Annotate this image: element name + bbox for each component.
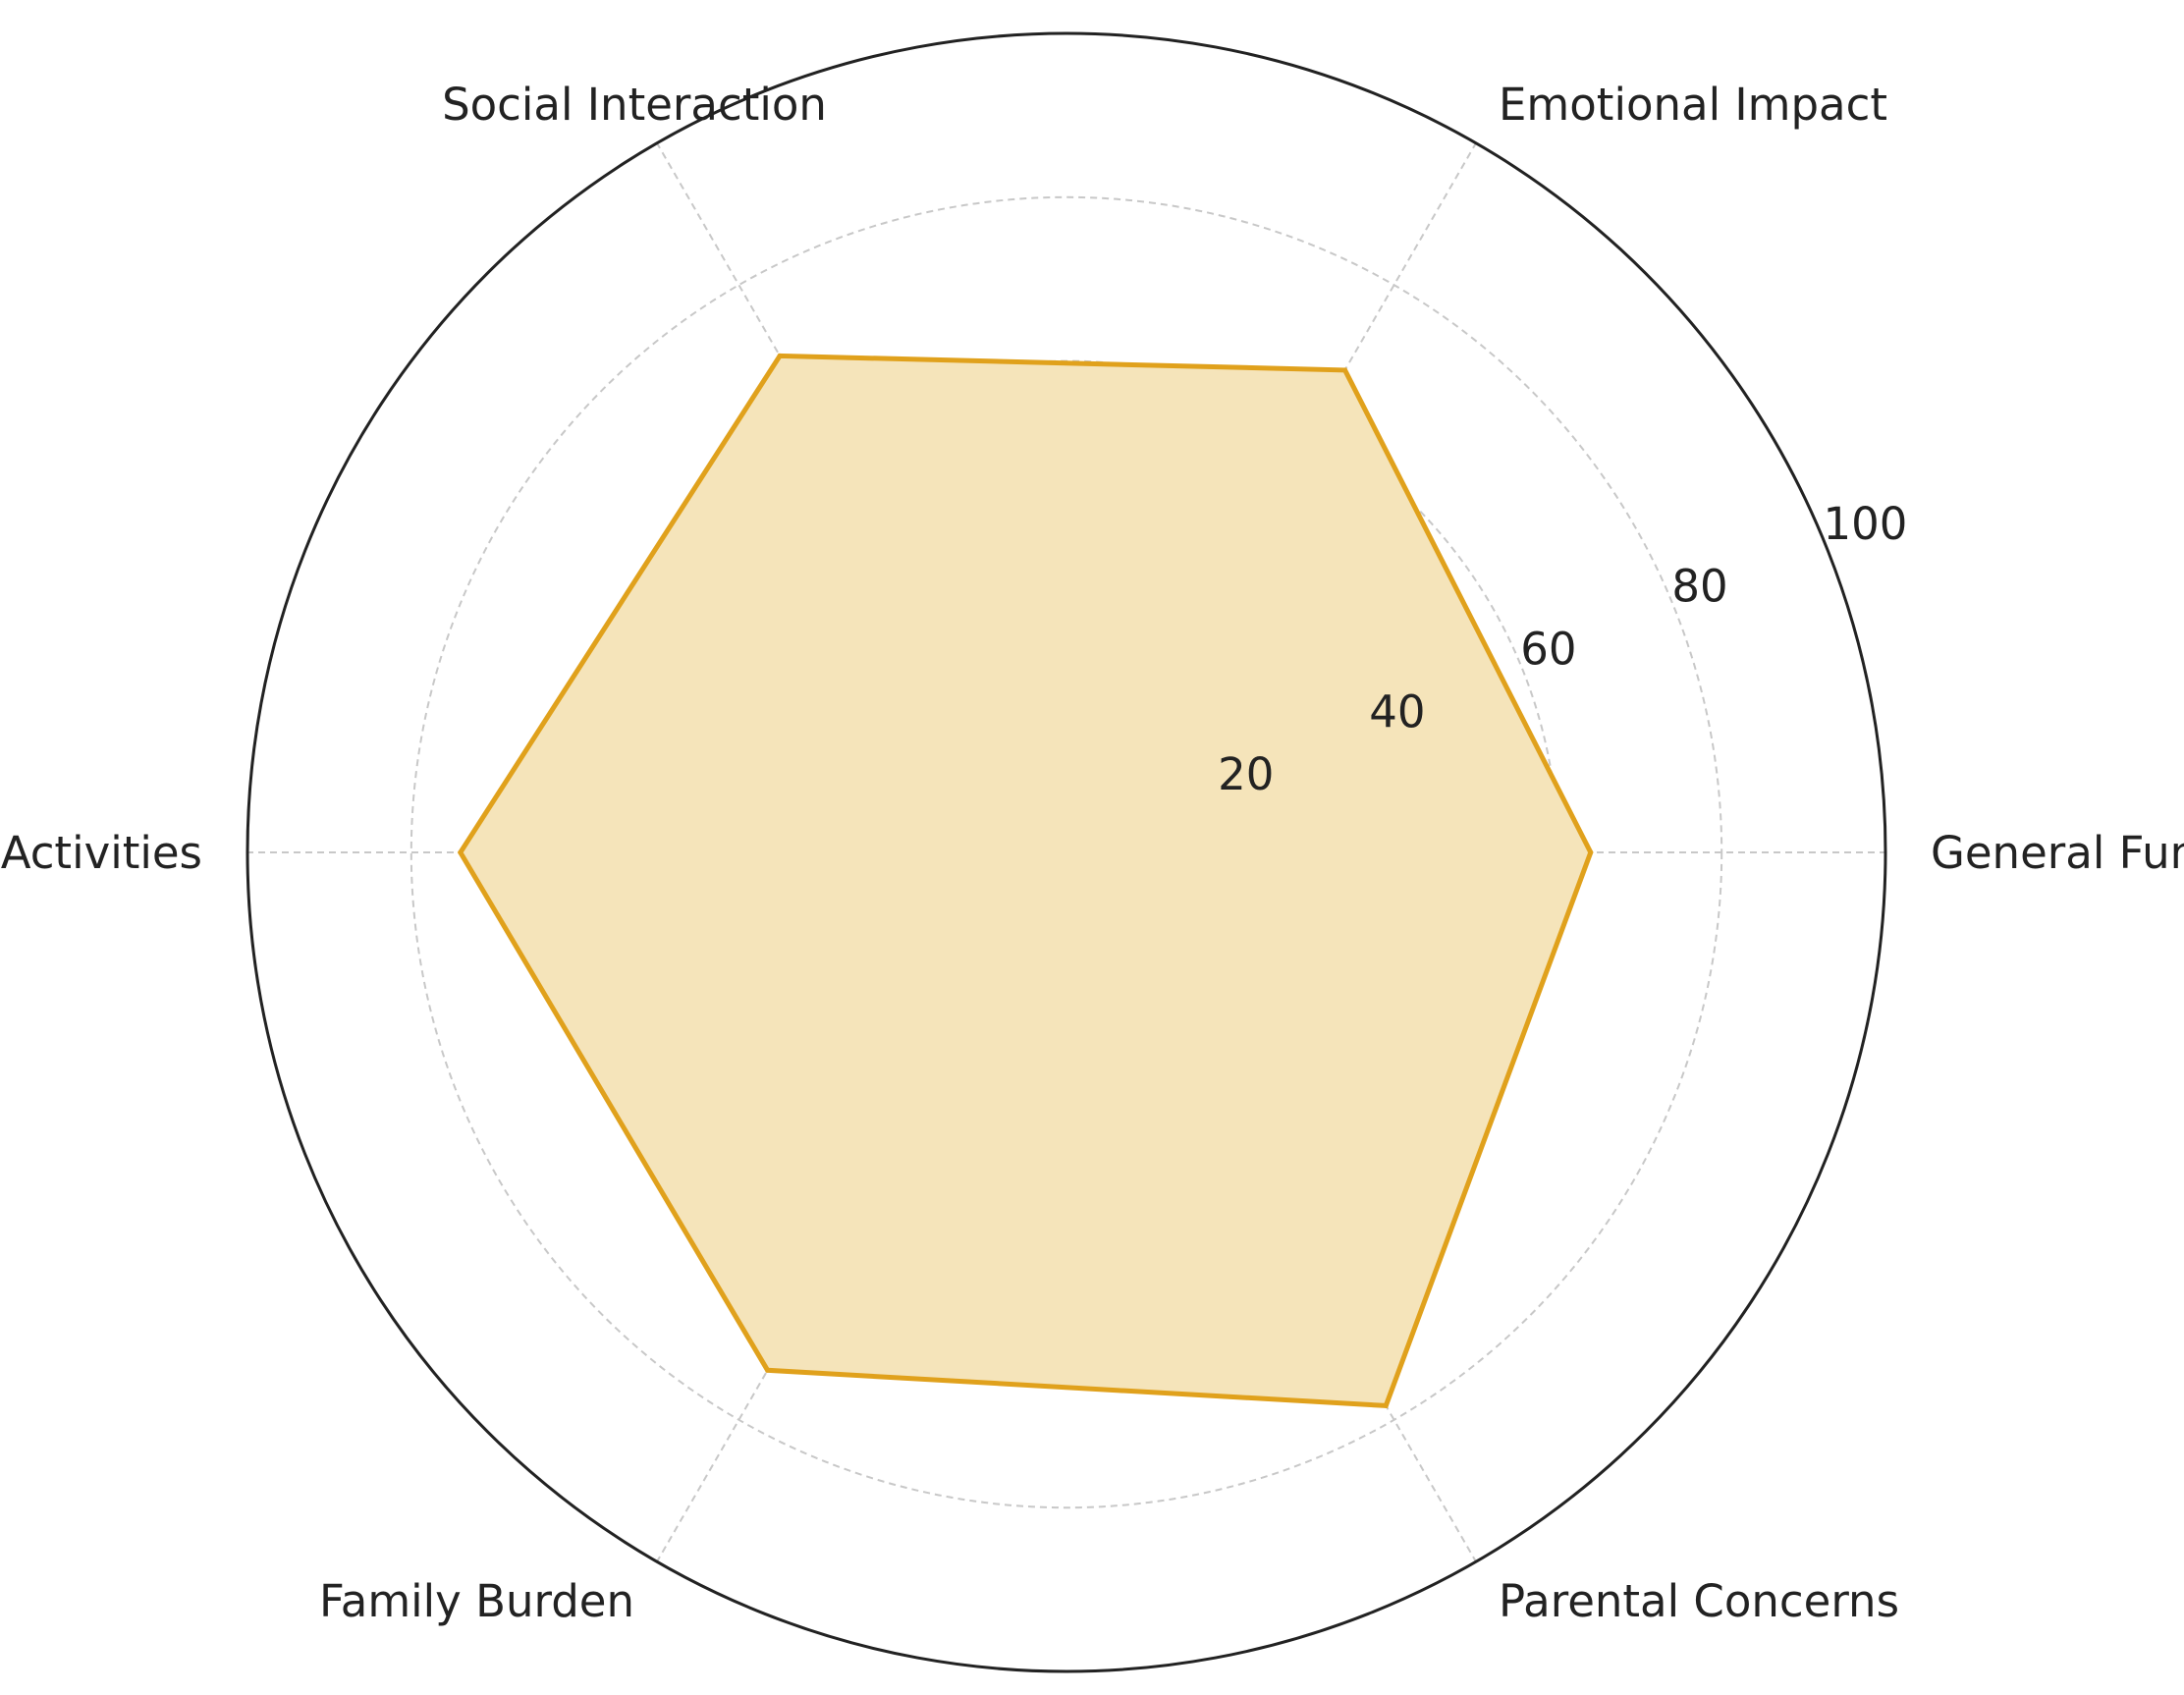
data-point-6: [1383, 1402, 1389, 1408]
axis-label-5: Family Burden: [319, 1575, 634, 1627]
grid-ring-4: [410, 195, 1723, 1509]
axis-label-1: General Functioning: [1931, 827, 2184, 879]
data-point-2: [1342, 367, 1348, 373]
series-layer: [457, 353, 1594, 1409]
axis-label-layer: General Functioning Emotional Impact Socia…: [0, 79, 2184, 1627]
tick-label-layer: 20 40 60 80 100: [1218, 498, 1907, 800]
data-point-5: [765, 1367, 771, 1373]
axis-label-6: Parental Concerns: [1499, 1575, 1899, 1627]
r-tick-label-5: 100: [1824, 498, 1908, 550]
r-tick-label-3: 60: [1520, 624, 1576, 676]
axis-label-2: Emotional Impact: [1499, 79, 1887, 131]
r-tick-label-4: 80: [1671, 561, 1727, 613]
r-tick-label-1: 20: [1218, 748, 1274, 800]
r-tick-label-2: 40: [1369, 685, 1425, 738]
data-point-3: [777, 353, 783, 358]
axis-label-3: Social Interaction: [442, 79, 827, 131]
data-point-1: [1588, 849, 1594, 855]
polar-frame: [246, 31, 1887, 1673]
data-point-4: [458, 849, 464, 855]
series-area: [460, 355, 1591, 1406]
axis-label-4: Daily Activities: [0, 827, 202, 879]
